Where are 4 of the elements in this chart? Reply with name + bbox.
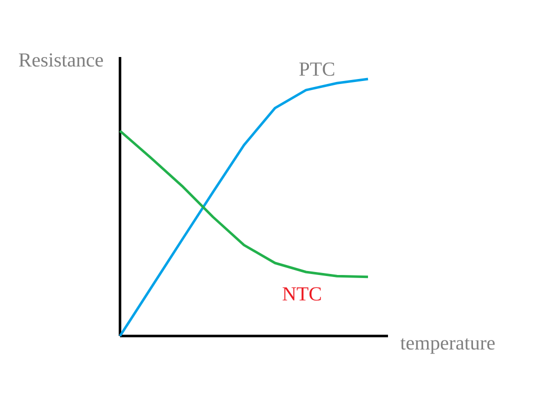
x-axis-title: temperature [400,338,495,354]
y-axis-title: Resistance [18,53,103,67]
series-label: NTC [282,287,321,301]
series-label: PTC [299,62,334,76]
